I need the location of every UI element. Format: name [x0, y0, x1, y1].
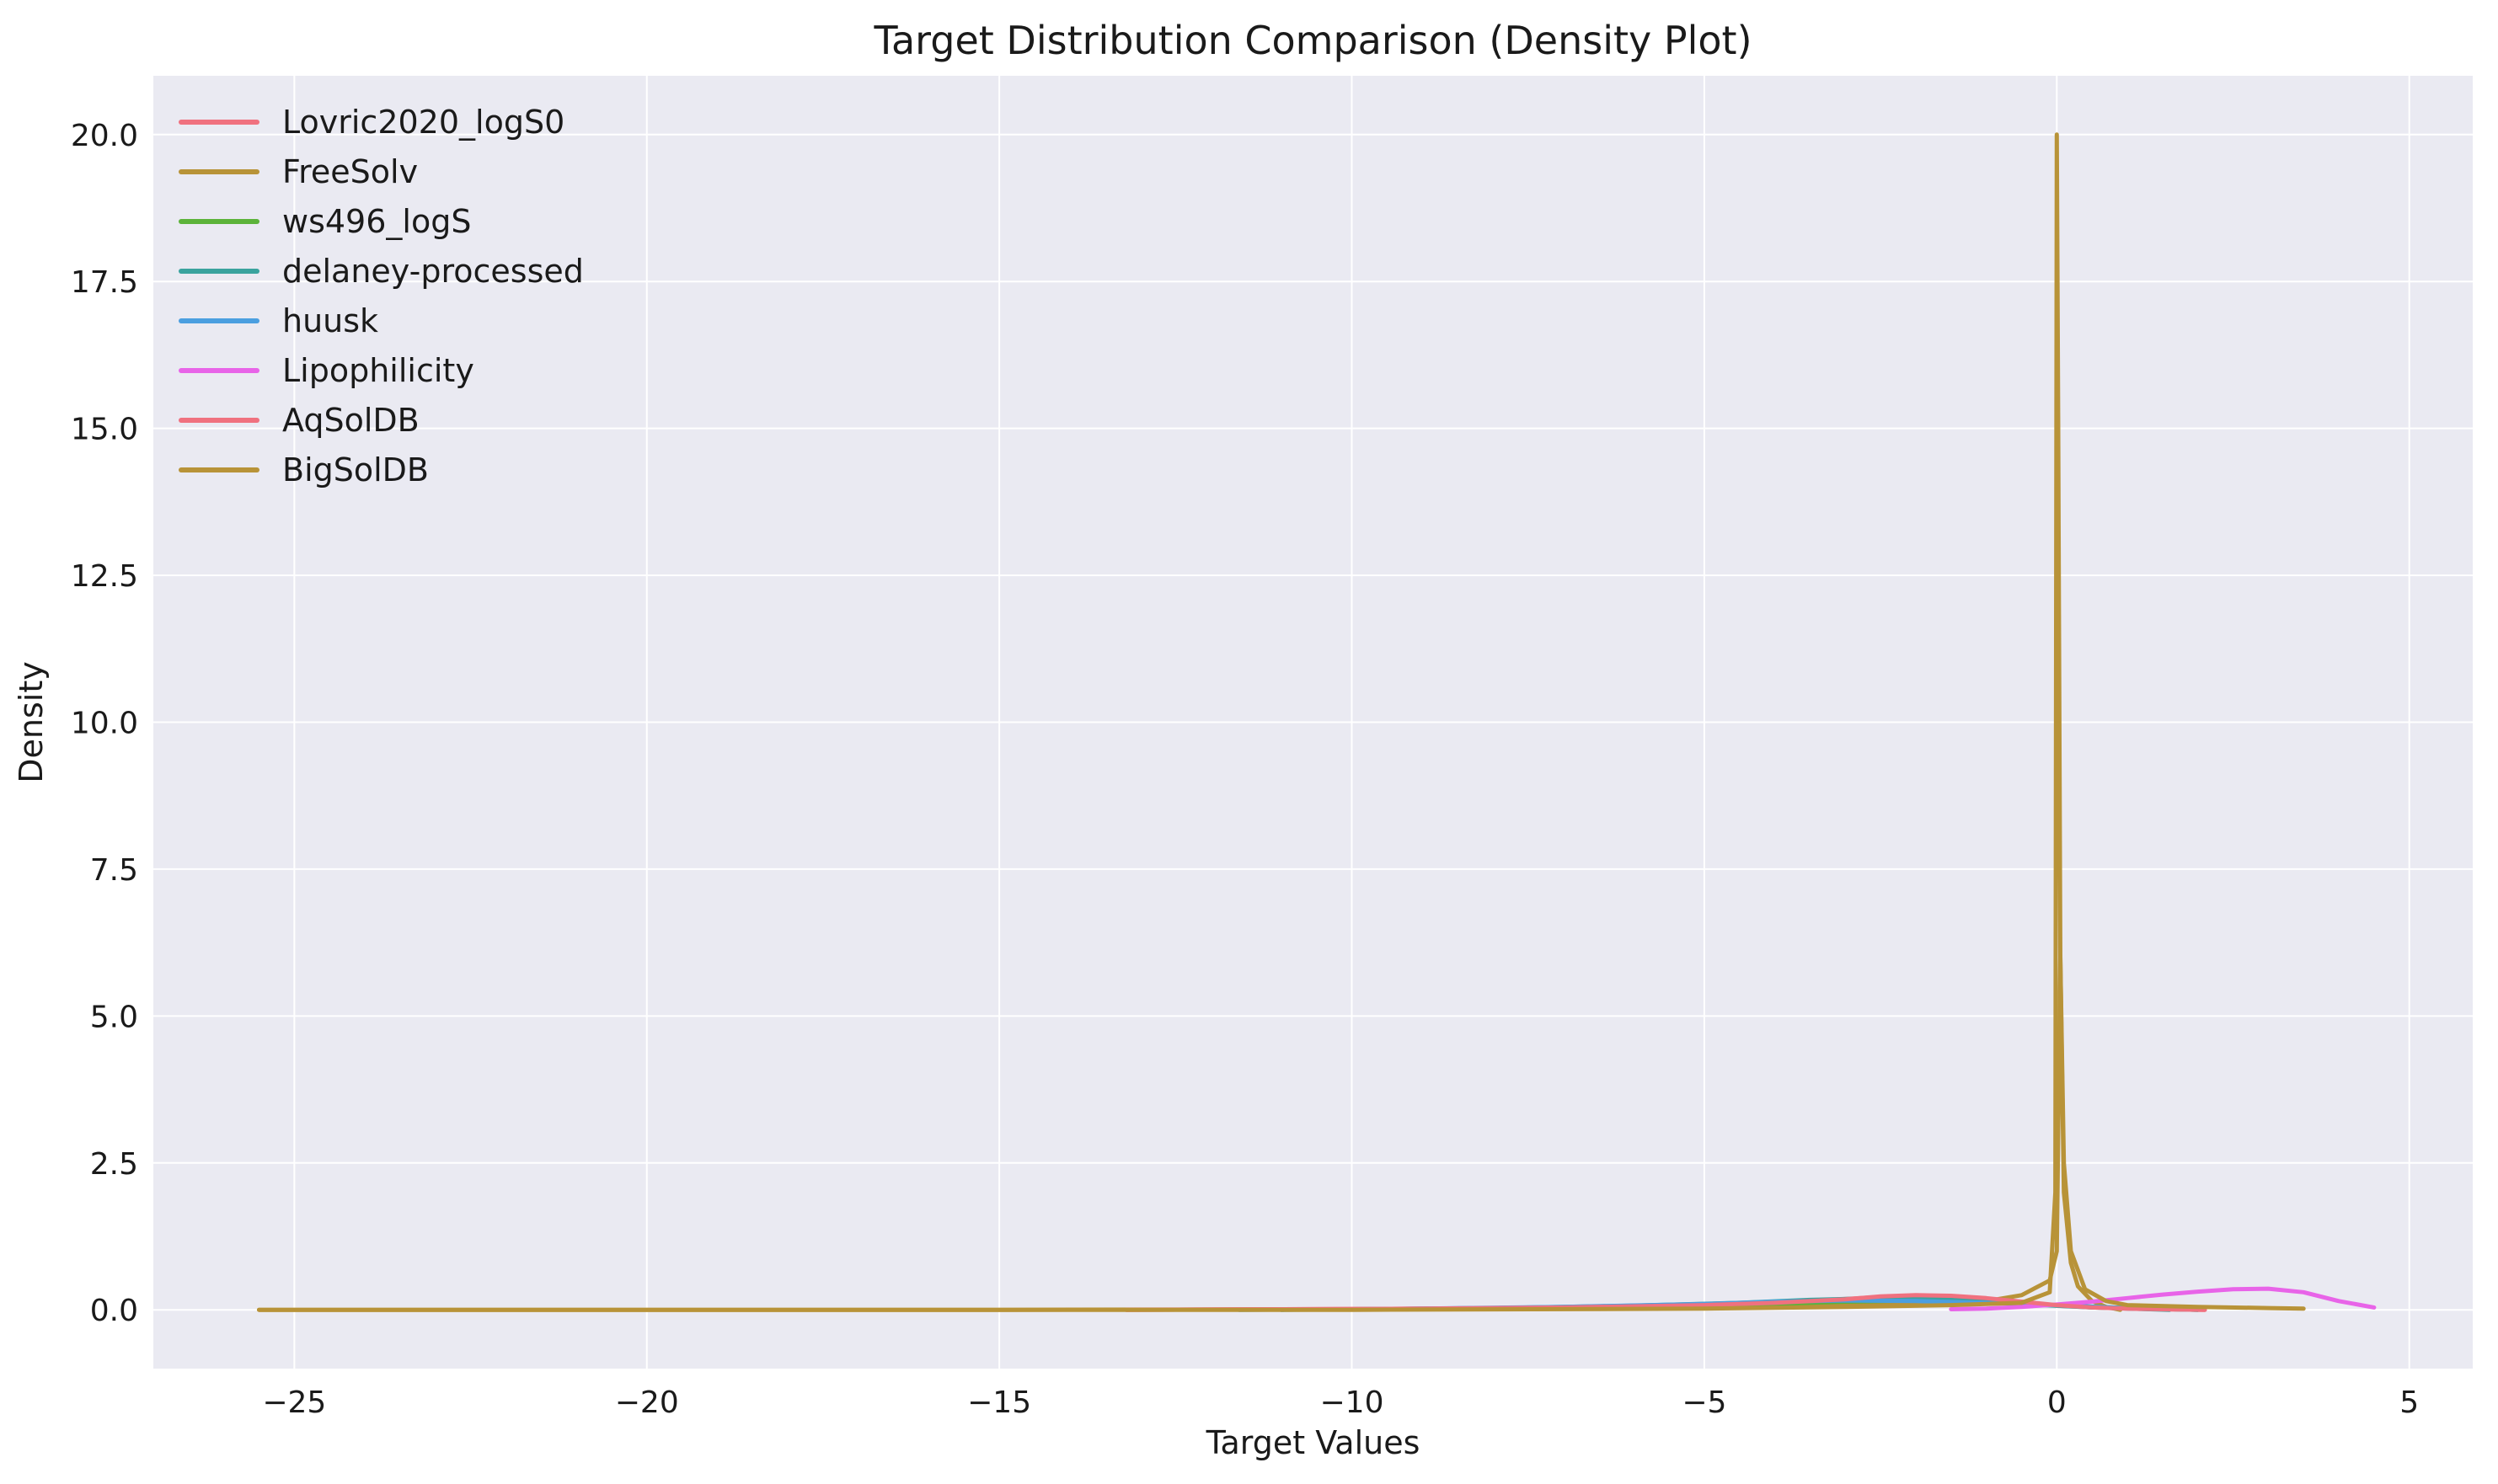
legend-label: FreeSolv [282, 153, 418, 190]
x-tick-label: −10 [1320, 1385, 1384, 1420]
y-axis-label: Density [13, 661, 50, 782]
y-tick-label: 12.5 [71, 559, 138, 594]
x-tick-label: −15 [967, 1385, 1031, 1420]
x-tick-label: −20 [615, 1385, 679, 1420]
x-axis-ticks: −25 −20 −15 −10 −5 0 5 [262, 1385, 2419, 1420]
legend-label: huusk [282, 302, 378, 339]
legend-label: ws496_logS [282, 203, 471, 240]
y-tick-label: 20.0 [71, 119, 138, 153]
x-tick-label: 0 [2047, 1385, 2067, 1420]
legend: Lovric2020_logS0 FreeSolv ws496_logSdelane… [179, 104, 584, 488]
x-axis-label: Target Values [1206, 1424, 1420, 1461]
x-tick-label: 5 [2399, 1385, 2419, 1420]
legend-label: AqSolDB [282, 402, 420, 439]
legend-label: Lipophilicity [282, 352, 474, 389]
y-tick-label: 5.0 [90, 1000, 138, 1034]
series-line-bigsoldb [257, 132, 2306, 1312]
y-tick-label: 15.0 [71, 413, 138, 447]
y-tick-label: 0.0 [90, 1294, 138, 1328]
x-tick-label: −5 [1682, 1385, 1726, 1420]
legend-label: delaney-processed [282, 253, 584, 290]
y-tick-label: 2.5 [90, 1147, 138, 1182]
y-tick-label: 7.5 [90, 853, 138, 888]
series-lines [257, 132, 2377, 1312]
series-line-lipophilicity [1949, 1286, 2377, 1311]
y-axis-ticks: 0.0 2.5 5.0 7.5 10.0 12.5 15.0 17.5 20.0 [71, 119, 138, 1328]
legend-label: BigSolDB [282, 451, 429, 488]
legend-label: Lovric2020_logS0 [282, 104, 564, 141]
y-tick-label: 17.5 [71, 265, 138, 300]
y-tick-label: 10.0 [71, 707, 138, 741]
chart-title: Target Distribution Comparison (Density … [873, 18, 1752, 63]
x-tick-label: −25 [262, 1385, 326, 1420]
